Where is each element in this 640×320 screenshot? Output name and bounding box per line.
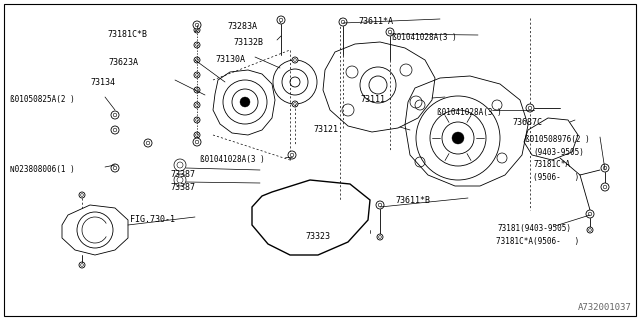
Text: 73611*A: 73611*A xyxy=(358,17,393,26)
Circle shape xyxy=(194,27,200,33)
Text: 73181C*A(9506-   ): 73181C*A(9506- ) xyxy=(496,237,579,246)
Text: 73323: 73323 xyxy=(305,232,330,241)
Circle shape xyxy=(193,138,201,146)
Text: 73121: 73121 xyxy=(313,125,338,134)
Text: FIG.730-1: FIG.730-1 xyxy=(130,215,175,224)
Circle shape xyxy=(277,16,285,24)
Text: 73130A: 73130A xyxy=(215,55,245,64)
Text: 73132B: 73132B xyxy=(233,38,263,47)
Text: (9403-9505): (9403-9505) xyxy=(533,148,584,157)
Circle shape xyxy=(586,210,594,218)
Circle shape xyxy=(193,21,201,29)
Circle shape xyxy=(339,18,347,26)
Circle shape xyxy=(194,117,200,123)
Circle shape xyxy=(194,72,200,78)
Text: 73611*B: 73611*B xyxy=(395,196,430,205)
Text: 73387: 73387 xyxy=(170,170,195,179)
Text: (9506-   ): (9506- ) xyxy=(533,173,579,182)
Circle shape xyxy=(79,262,85,268)
Text: 73181C*B: 73181C*B xyxy=(107,30,147,39)
Circle shape xyxy=(452,132,464,144)
Text: A732001037: A732001037 xyxy=(579,303,632,312)
Circle shape xyxy=(288,151,296,159)
Circle shape xyxy=(526,104,534,112)
Circle shape xyxy=(240,97,250,107)
Text: ß01050825A(2 ): ß01050825A(2 ) xyxy=(10,95,75,104)
Circle shape xyxy=(111,126,119,134)
Circle shape xyxy=(377,234,383,240)
Circle shape xyxy=(292,101,298,107)
Text: 73111: 73111 xyxy=(360,95,385,104)
Circle shape xyxy=(386,28,394,36)
Circle shape xyxy=(194,87,200,93)
Text: ß010508976(2 ): ß010508976(2 ) xyxy=(525,135,589,144)
Text: 73181C*A: 73181C*A xyxy=(533,160,570,169)
Circle shape xyxy=(601,164,609,172)
Text: ß01041028A(3 ): ß01041028A(3 ) xyxy=(200,155,265,164)
Circle shape xyxy=(111,111,119,119)
Circle shape xyxy=(144,139,152,147)
Text: ß01041028A(3 ): ß01041028A(3 ) xyxy=(392,33,457,42)
Text: 73283A: 73283A xyxy=(227,22,257,31)
Circle shape xyxy=(194,132,200,138)
Circle shape xyxy=(587,227,593,233)
Circle shape xyxy=(194,42,200,48)
Circle shape xyxy=(601,183,609,191)
Circle shape xyxy=(79,192,85,198)
Text: 73134: 73134 xyxy=(90,78,115,87)
Text: 73387: 73387 xyxy=(170,183,195,192)
Circle shape xyxy=(292,57,298,63)
Text: ß01041028A(3 ): ß01041028A(3 ) xyxy=(437,108,502,117)
Circle shape xyxy=(194,102,200,108)
Circle shape xyxy=(194,57,200,63)
Text: Ν023808006(1 ): Ν023808006(1 ) xyxy=(10,165,75,174)
Text: 73181(9403-9505): 73181(9403-9505) xyxy=(498,224,572,233)
Text: 73623A: 73623A xyxy=(108,58,138,67)
Circle shape xyxy=(376,201,384,209)
Text: 73687C: 73687C xyxy=(512,118,542,127)
Circle shape xyxy=(111,164,119,172)
